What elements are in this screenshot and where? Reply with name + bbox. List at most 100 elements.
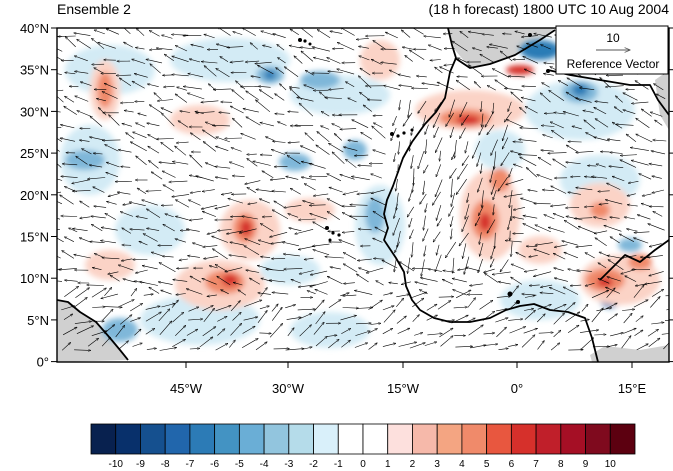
wind-vector (169, 181, 188, 182)
wind-vector (551, 186, 567, 194)
wind-vector (61, 343, 71, 351)
wind-vector (495, 318, 508, 323)
wind-vector (299, 103, 314, 117)
lat-tick-label: 20°N (20, 188, 49, 203)
wind-vector (345, 159, 357, 168)
wind-vector (230, 301, 240, 312)
wind-vector (442, 279, 453, 285)
wind-vector (453, 290, 468, 296)
wind-vector (594, 335, 606, 336)
wind-vector (354, 290, 373, 295)
wind-vector (491, 139, 498, 156)
wind-vector (202, 327, 216, 337)
wind-vector (110, 275, 120, 282)
wind-vector (172, 56, 189, 62)
wind-vector (259, 333, 271, 334)
wind-vector (548, 153, 567, 154)
wind-vector (329, 89, 344, 90)
wind-vector (203, 308, 215, 322)
wind-vector (451, 192, 455, 207)
wind-vector (498, 282, 511, 285)
wind-vector (453, 307, 468, 308)
wind-vector (408, 100, 411, 117)
wind-vector (491, 245, 496, 259)
wind-vector (398, 141, 399, 154)
wind-vector (487, 124, 495, 135)
wind-vector (430, 60, 441, 61)
wind-vector (358, 165, 372, 166)
wind-vector (433, 112, 441, 128)
wind-vector (398, 74, 411, 78)
wind-vector (304, 184, 316, 191)
wind-vector (57, 137, 62, 142)
wind-vector (207, 294, 217, 297)
wind-vector (356, 308, 373, 309)
wind-vector (326, 335, 337, 336)
wind-vector (485, 273, 499, 283)
wind-vector (106, 29, 120, 35)
wind-vector (451, 216, 454, 226)
wind-vector (604, 225, 622, 232)
wind-vector (452, 150, 456, 160)
wind-vector (123, 279, 135, 283)
wind-vector (123, 28, 131, 35)
wind-vector (328, 339, 339, 349)
wind-vector (551, 130, 565, 140)
colorbar: -10 -9 -8 -7 -6 -5 -4 -3 -2 -1 0 1 2 3 4 5 6 7 8 9 10 (90, 423, 636, 470)
wind-vector (348, 140, 358, 143)
wind-vector (553, 330, 561, 338)
wind-vector (101, 241, 116, 244)
wind-vector (136, 216, 148, 219)
colorbar-label: -1 (334, 459, 343, 470)
wind-vector (523, 328, 538, 334)
wind-vector (106, 172, 119, 178)
wind-vector (340, 293, 349, 297)
map-title: Ensemble 2 (57, 1, 131, 17)
wind-vector (230, 216, 243, 217)
wind-vector (544, 215, 555, 220)
wind-vector (230, 323, 242, 336)
wind-vector (626, 134, 637, 143)
wind-vector (501, 152, 510, 165)
wind-vector (217, 329, 225, 336)
wind-vector (217, 276, 231, 286)
wind-vector (139, 241, 148, 246)
wind-vector (490, 165, 495, 183)
wind-vector (62, 164, 78, 165)
wind-vector (175, 216, 189, 221)
wind-vector (309, 164, 326, 169)
wind-vector (246, 91, 259, 100)
wind-vector (310, 270, 328, 275)
wind-vector (274, 201, 284, 208)
wind-vector (543, 135, 553, 139)
wind-vector (537, 305, 552, 310)
wind-vector (493, 102, 494, 114)
wind-vector (327, 211, 340, 221)
wind-vector (147, 123, 160, 127)
wind-vector (102, 258, 120, 259)
wind-vector (536, 314, 545, 323)
wind-vector (117, 192, 131, 195)
wind-vector (259, 306, 270, 310)
wind-vector (132, 81, 145, 89)
wind-vector (528, 190, 538, 192)
wind-vector (143, 234, 158, 242)
wind-vector (554, 113, 566, 115)
wind-vector (176, 142, 189, 143)
wind-vector (396, 316, 407, 324)
wind-vector (93, 153, 103, 154)
wind-vector (518, 155, 537, 156)
longitude-axis: 45°W 30°W 15°W 0° 15°E (170, 362, 646, 396)
wind-vector (360, 68, 371, 76)
wind-vector (161, 142, 174, 153)
wind-vector (435, 137, 443, 153)
wind-vector (397, 328, 410, 334)
wind-vector (135, 269, 148, 273)
wind-vector (330, 31, 343, 34)
wind-vector (529, 285, 540, 286)
wind-vector (288, 142, 300, 143)
wind-vector (273, 34, 286, 38)
wind-vector (620, 155, 637, 156)
wind-vector (563, 287, 579, 295)
colorbar-label: -5 (235, 459, 244, 470)
